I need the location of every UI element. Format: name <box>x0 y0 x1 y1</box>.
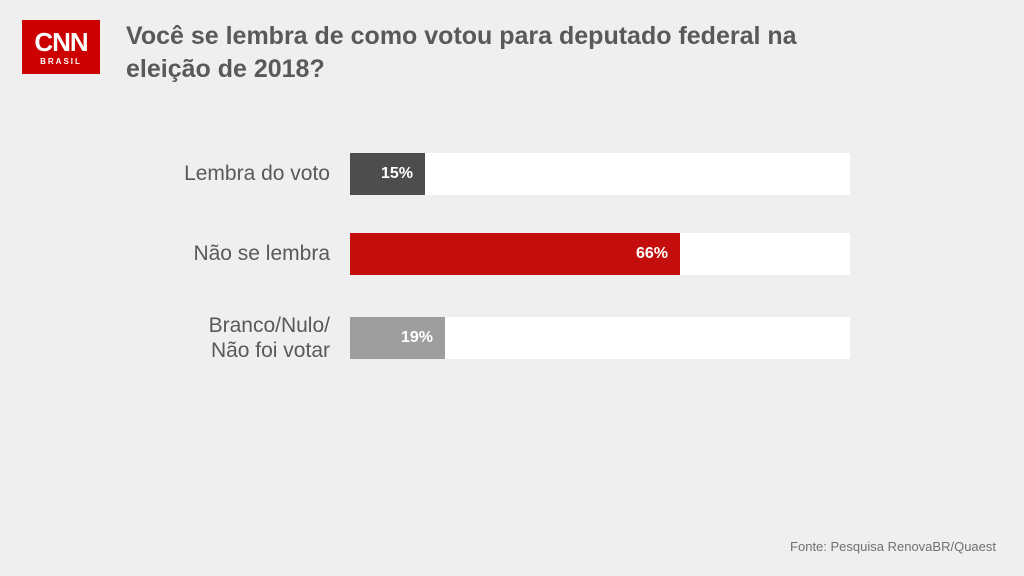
source-text: Fonte: Pesquisa RenovaBR/Quaest <box>790 539 996 554</box>
row-label: Branco/Nulo/Não foi votar <box>60 313 350 363</box>
bar-value: 19% <box>401 329 433 347</box>
logo-sub-text: BRASIL <box>40 57 82 66</box>
bar-value: 15% <box>381 165 413 183</box>
cnn-logo: CNN BRASIL <box>22 20 100 74</box>
bar-value: 66% <box>636 245 668 263</box>
bar-track: 19% <box>350 317 850 359</box>
bar-fill: 15% <box>350 153 425 195</box>
header: CNN BRASIL Você se lembra de como votou … <box>0 0 1024 85</box>
logo-main-text: CNN <box>34 29 87 55</box>
row-label: Lembra do voto <box>60 161 350 186</box>
bar-chart: Lembra do voto 15% Não se lembra 66% Bra… <box>0 153 1024 363</box>
chart-row: Branco/Nulo/Não foi votar 19% <box>60 313 964 363</box>
bar-track: 15% <box>350 153 850 195</box>
chart-row: Lembra do voto 15% <box>60 153 964 195</box>
chart-title: Você se lembra de como votou para deputa… <box>126 20 886 85</box>
chart-row: Não se lembra 66% <box>60 233 964 275</box>
bar-track: 66% <box>350 233 850 275</box>
row-label: Não se lembra <box>60 241 350 266</box>
bar-fill: 19% <box>350 317 445 359</box>
bar-fill: 66% <box>350 233 680 275</box>
